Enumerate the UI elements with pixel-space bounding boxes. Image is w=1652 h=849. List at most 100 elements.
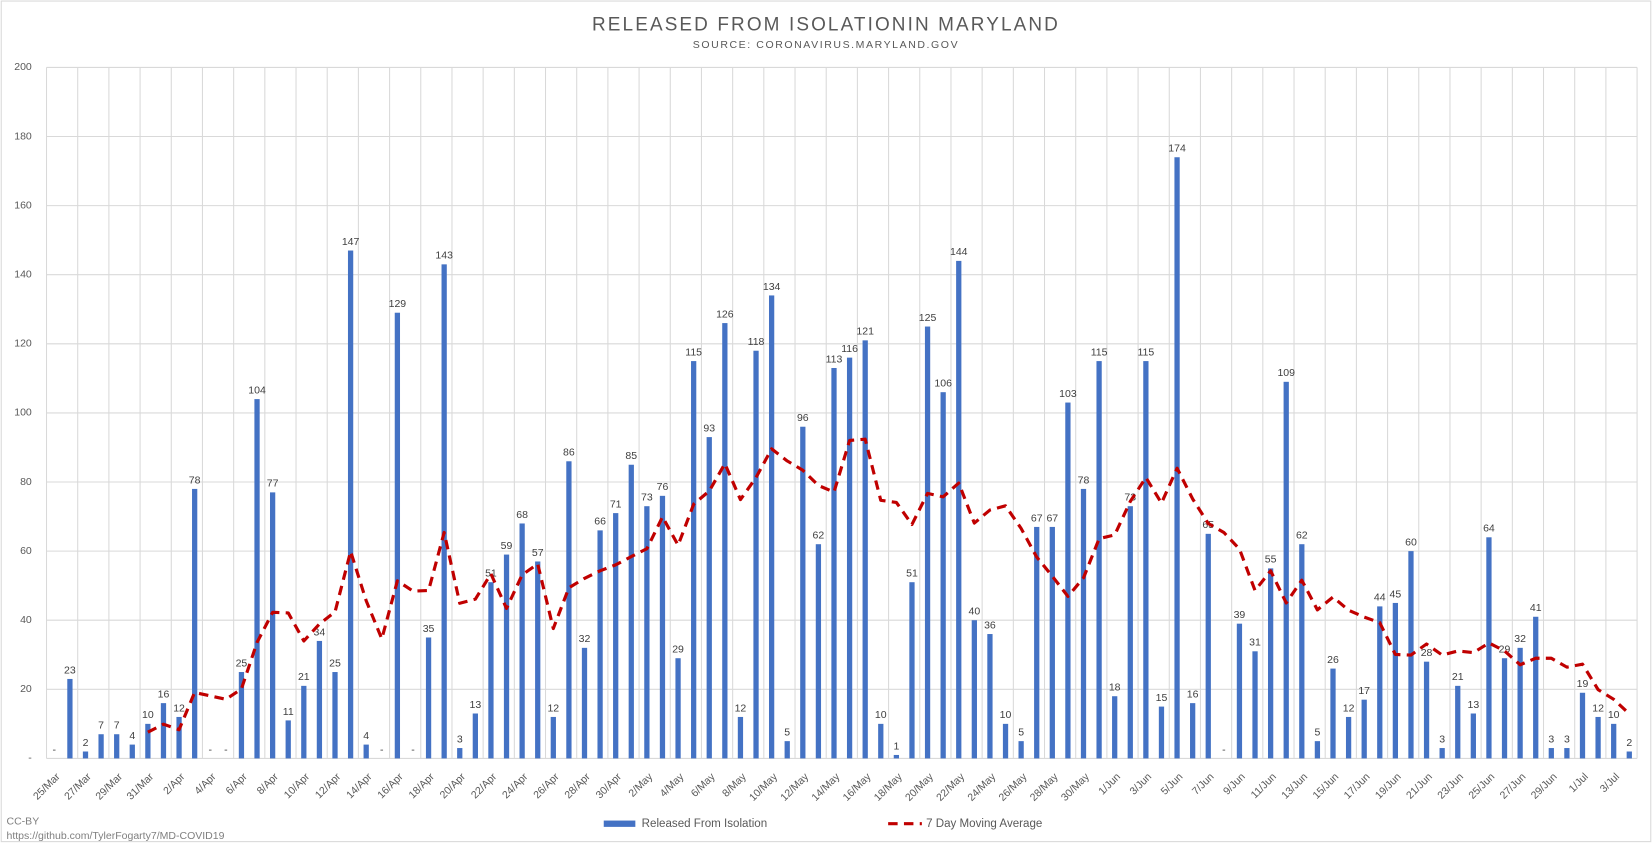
bar <box>1423 661 1430 759</box>
y-tick-label: 100 <box>14 407 32 419</box>
bar <box>129 744 135 759</box>
bar <box>1299 544 1305 759</box>
value-label: 3 <box>1439 733 1445 745</box>
value-label: 34 <box>314 626 326 638</box>
value-label: 12 <box>547 702 559 714</box>
bar <box>1018 741 1024 759</box>
value-label: 12 <box>1343 702 1355 714</box>
value-label: 35 <box>423 623 435 635</box>
bar <box>581 647 588 759</box>
bar <box>644 506 650 759</box>
bar <box>675 658 681 759</box>
value-label: 25 <box>329 657 341 669</box>
value-label: 115 <box>685 346 702 358</box>
bar <box>488 582 494 759</box>
bar <box>1065 402 1071 759</box>
bar <box>1143 361 1149 759</box>
bar <box>1361 699 1367 759</box>
value-label: 93 <box>703 422 715 434</box>
bar <box>1330 668 1336 759</box>
value-label: 57 <box>532 547 544 559</box>
value-label: 144 <box>950 246 968 258</box>
bar <box>535 561 541 759</box>
bar <box>301 685 307 759</box>
value-label: 55 <box>1265 554 1277 566</box>
bar <box>1611 723 1617 759</box>
value-label: 51 <box>906 568 918 580</box>
value-label: 113 <box>826 353 843 365</box>
bar <box>347 250 354 759</box>
bar <box>1267 568 1274 759</box>
value-label: 76 <box>657 481 669 493</box>
y-tick-label: 40 <box>20 614 32 626</box>
bar <box>1345 716 1352 759</box>
value-label: 16 <box>1187 688 1199 700</box>
bar <box>1486 537 1492 759</box>
bar <box>784 741 790 759</box>
source-url: https://github.com/TylerFogarty7/MD-COVI… <box>6 830 224 842</box>
value-label: 73 <box>641 492 653 504</box>
bar <box>332 672 338 759</box>
value-label: 116 <box>841 343 858 355</box>
bar <box>1112 696 1118 759</box>
bar <box>1252 651 1258 759</box>
value-label: 41 <box>1530 602 1542 614</box>
bar <box>441 264 447 759</box>
value-label: 45 <box>1390 588 1402 600</box>
value-label: 29 <box>672 644 684 656</box>
y-tick-label: 160 <box>14 199 32 211</box>
bar <box>566 461 572 759</box>
bar <box>238 672 245 759</box>
value-label: 7 <box>98 720 104 732</box>
value-label: 11 <box>283 706 294 718</box>
bar <box>1034 526 1040 759</box>
value-label: 4 <box>129 730 135 742</box>
bar <box>1080 488 1087 759</box>
value-label: 23 <box>64 664 76 676</box>
value-label: 3 <box>1548 733 1554 745</box>
bar <box>628 464 634 759</box>
value-label: - <box>380 744 384 756</box>
value-label: 104 <box>248 384 266 396</box>
bar <box>1236 623 1243 759</box>
legend-label: Released From Isolation <box>642 818 768 830</box>
value-label: 26 <box>1327 654 1339 666</box>
value-label: 5 <box>1314 726 1320 738</box>
value-label: 2 <box>1626 737 1632 749</box>
value-label: 21 <box>1452 671 1464 683</box>
value-label: 17 <box>1358 685 1370 697</box>
value-label: 174 <box>1168 143 1186 155</box>
value-label: 143 <box>435 250 453 262</box>
bar <box>363 744 369 759</box>
value-label: 78 <box>189 474 201 486</box>
bar <box>67 678 73 759</box>
value-label: 85 <box>625 450 637 462</box>
bar <box>1158 706 1165 759</box>
value-label: 115 <box>1137 346 1154 358</box>
value-label: - <box>411 744 415 756</box>
bar <box>768 295 775 759</box>
bar <box>924 326 931 759</box>
bar <box>254 399 260 759</box>
bar <box>1002 723 1009 759</box>
bar <box>753 350 759 759</box>
bar <box>1548 748 1554 759</box>
bar <box>597 530 603 759</box>
value-label: 147 <box>342 236 360 248</box>
y-tick-label: 180 <box>14 130 32 142</box>
value-label: 77 <box>267 478 279 490</box>
value-label: 21 <box>298 671 310 683</box>
line <box>147 437 1631 734</box>
bar <box>1283 381 1289 759</box>
value-label: 86 <box>563 447 575 459</box>
bar <box>145 723 151 759</box>
value-label: 60 <box>1405 536 1417 548</box>
bar <box>519 523 525 759</box>
bar <box>1564 748 1570 759</box>
bar <box>800 426 806 759</box>
value-label: 10 <box>875 709 887 721</box>
bar <box>831 367 837 759</box>
bar <box>722 323 728 759</box>
